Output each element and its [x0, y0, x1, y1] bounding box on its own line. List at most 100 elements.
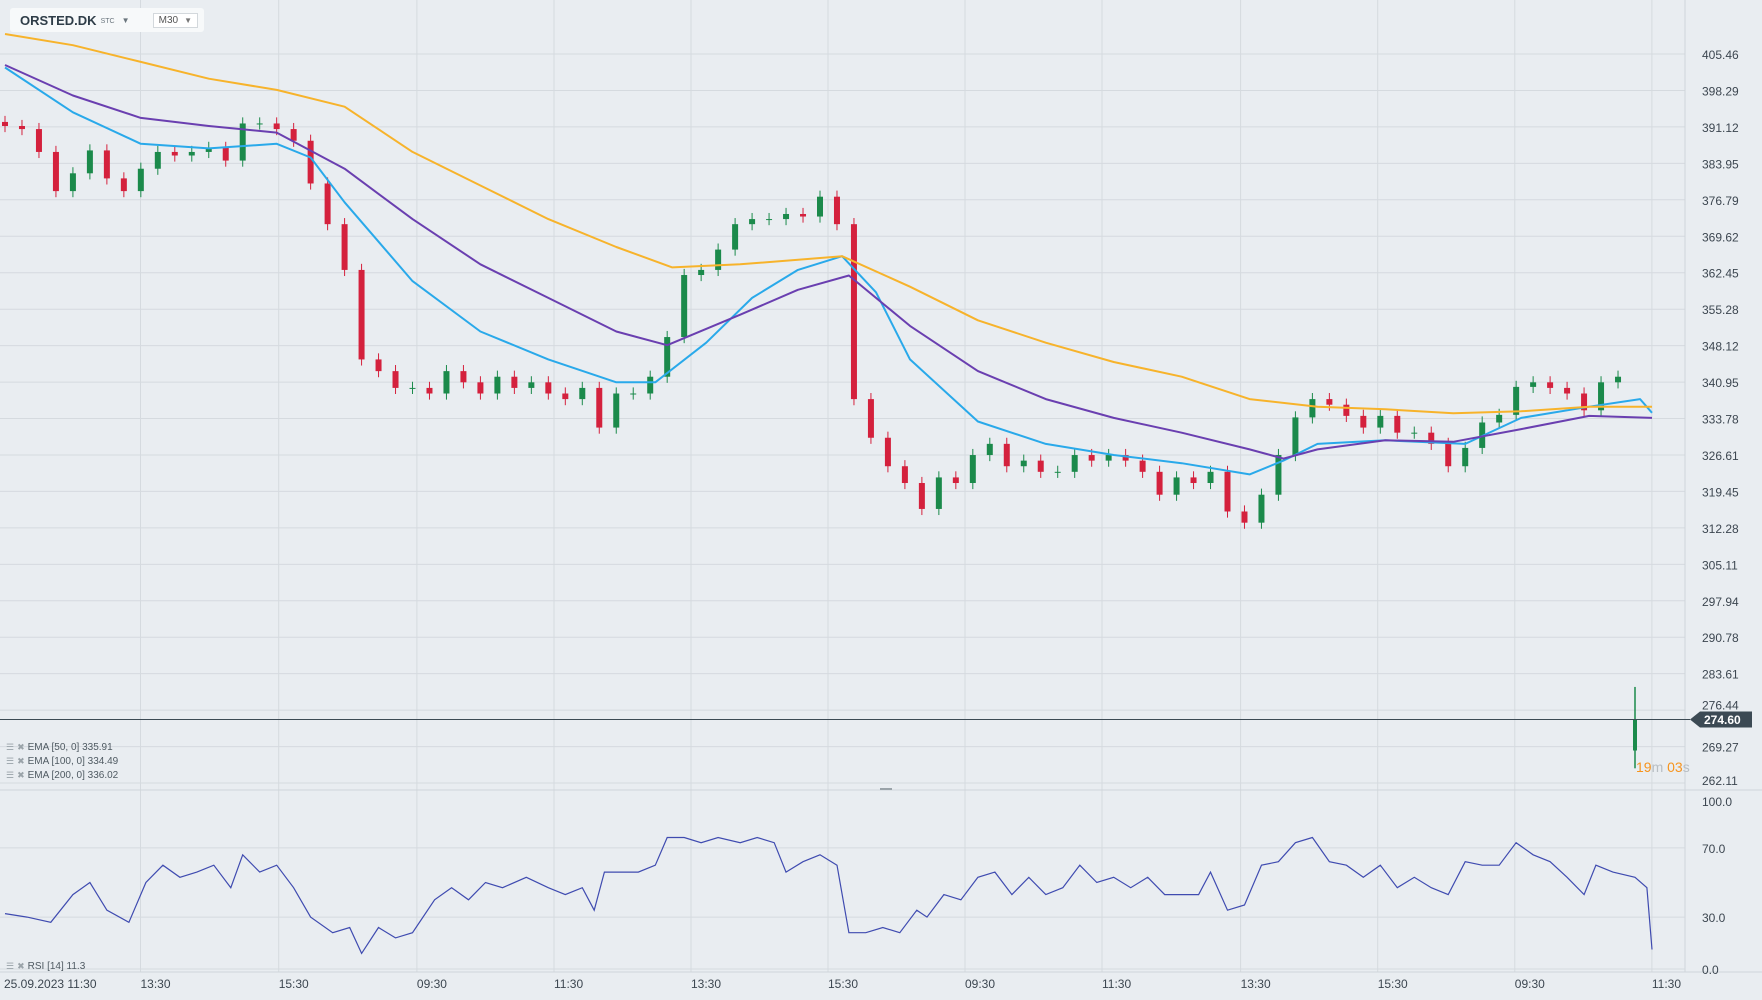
time-tick-label: 09:30 — [417, 977, 447, 991]
candle-body — [1207, 471, 1214, 484]
candle-body — [986, 443, 993, 456]
candle-body — [952, 477, 959, 484]
candle-body — [1411, 432, 1418, 434]
candle-body — [1241, 511, 1248, 523]
price-tick-label: 326.61 — [1702, 449, 1739, 463]
candle-body — [1003, 443, 1010, 467]
candle-body — [969, 455, 976, 484]
candle-body — [443, 371, 450, 394]
candle-body — [341, 224, 348, 270]
candle-body — [1394, 415, 1401, 433]
time-tick-label: 11:30 — [554, 977, 583, 991]
candle-body — [324, 183, 331, 225]
price-tick-label: 355.28 — [1702, 303, 1739, 317]
bar-countdown: 19m 03s — [1636, 759, 1690, 775]
legend-ema-100: ☰ ✖ EMA [100, 0] 334.49 — [6, 756, 118, 767]
candle-body — [1190, 477, 1197, 484]
candle-body — [290, 129, 297, 141]
price-tick-label: 383.95 — [1702, 157, 1739, 171]
exchange-label: STC — [100, 18, 115, 25]
countdown-s: s — [1682, 759, 1690, 775]
price-tick-label: 319.45 — [1702, 485, 1739, 499]
price-tick-label: 290.78 — [1702, 631, 1739, 645]
legend-label: EMA [50, 0] 335.91 — [27, 742, 113, 753]
settings-icon[interactable]: ☰ — [6, 742, 15, 752]
price-tick-label: 348.12 — [1702, 340, 1739, 354]
candle-body — [1105, 455, 1112, 461]
ema-line-100 — [4, 64, 1653, 460]
price-tick-label: 333.78 — [1702, 413, 1739, 427]
legend-label: RSI [14] 11.3 — [27, 961, 86, 972]
candle-body — [1037, 460, 1044, 472]
candle-body — [1496, 414, 1503, 423]
symbol-dropdown-icon[interactable]: ▼ — [121, 15, 130, 25]
candle-body — [1598, 382, 1605, 411]
candle-body — [935, 477, 942, 509]
legend-ema-50: ☰ ✖ EMA [50, 0] 335.91 — [6, 742, 113, 753]
price-tick-label: 398.29 — [1702, 84, 1739, 98]
time-tick-label: 09:30 — [965, 977, 995, 991]
candle-body — [681, 275, 688, 338]
candle-body — [222, 147, 229, 161]
legend-ema-200: ☰ ✖ EMA [200, 0] 336.02 — [6, 770, 118, 781]
candle-body — [732, 224, 739, 250]
candle-body — [69, 173, 76, 192]
candle-body — [1564, 387, 1571, 394]
price-tick-label: 269.27 — [1702, 741, 1739, 755]
candle-body — [1326, 399, 1333, 405]
settings-icon[interactable]: ☰ — [6, 961, 15, 971]
candle-body — [188, 151, 195, 156]
candle-body — [1428, 432, 1435, 444]
close-icon[interactable]: ✖ — [17, 770, 25, 780]
time-tick-label: 13:30 — [141, 977, 171, 991]
candle-body — [664, 337, 671, 377]
legend-label: EMA [100, 0] 334.49 — [27, 756, 119, 767]
candle-body — [409, 387, 416, 389]
candle-body — [1275, 455, 1282, 495]
candle-body — [375, 359, 382, 372]
timeframe-select[interactable]: M30 ▼ — [152, 12, 198, 28]
close-icon[interactable]: ✖ — [17, 756, 25, 766]
close-icon[interactable]: ✖ — [17, 961, 25, 971]
candle-body — [1530, 382, 1537, 387]
rsi-tick-label: 70.0 — [1702, 842, 1726, 856]
time-tick-label: 15:30 — [279, 977, 309, 991]
time-tick-label: 11:30 — [1102, 977, 1131, 991]
price-tick-label: 391.12 — [1702, 121, 1739, 135]
time-tick-label: 13:30 — [691, 977, 721, 991]
candle-body — [1462, 447, 1469, 467]
candle-body — [1343, 404, 1350, 416]
last-candle-body — [1633, 719, 1637, 751]
settings-icon[interactable]: ☰ — [6, 770, 15, 780]
price-tick-label: 369.62 — [1702, 230, 1739, 244]
candle-body — [239, 123, 246, 161]
price-tick-label: 312.28 — [1702, 522, 1739, 536]
candle-body — [596, 387, 603, 428]
timeframe-value: M30 — [158, 14, 179, 26]
time-tick-label: 13:30 — [1241, 977, 1271, 991]
candle-body — [494, 376, 501, 394]
candle-body — [1547, 382, 1554, 388]
close-icon[interactable]: ✖ — [17, 742, 25, 752]
candle-body — [460, 371, 467, 383]
candle-body — [833, 196, 840, 225]
candle-body — [1122, 455, 1129, 461]
candle-body — [1054, 471, 1061, 473]
candle-body — [1173, 477, 1180, 495]
candle-body — [35, 129, 42, 152]
panel-resize-handle[interactable] — [880, 788, 892, 790]
time-tick-label: 15:30 — [1378, 977, 1408, 991]
symbol-name[interactable]: ORSTED.DK — [20, 12, 97, 28]
candle-body — [1258, 494, 1265, 523]
price-tick-label: 276.44 — [1702, 698, 1739, 712]
time-tick-label: 25.09.2023 11:30 — [4, 977, 97, 991]
candle-body — [528, 382, 535, 388]
settings-icon[interactable]: ☰ — [6, 756, 15, 766]
candle-body — [545, 382, 552, 394]
candle-body — [1139, 460, 1146, 472]
price-tick-label: 340.95 — [1702, 376, 1739, 390]
candle-body — [817, 196, 823, 217]
current-price-tag — [1690, 711, 1752, 728]
candle-body — [511, 376, 518, 388]
